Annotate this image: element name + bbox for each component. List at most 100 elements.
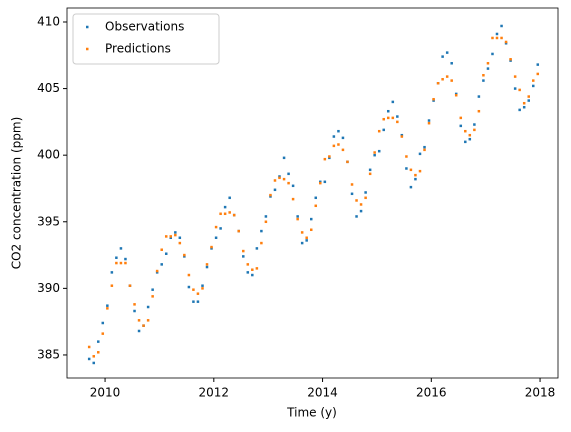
point <box>251 273 254 277</box>
point <box>468 137 472 141</box>
point <box>527 95 530 98</box>
point <box>97 351 100 354</box>
point <box>464 140 467 144</box>
point <box>210 245 213 249</box>
point <box>418 152 422 156</box>
point <box>368 168 372 172</box>
point <box>509 58 512 61</box>
point <box>305 239 308 242</box>
point <box>323 157 327 161</box>
point <box>264 215 268 218</box>
point <box>192 288 195 291</box>
point <box>169 235 172 238</box>
legend-label: Observations <box>105 20 184 34</box>
x-tick-label: 2010 <box>90 386 121 400</box>
point <box>323 180 327 184</box>
point <box>174 233 177 237</box>
x-tick-label: 2016 <box>416 386 447 400</box>
point <box>427 121 431 125</box>
point <box>414 173 417 177</box>
point <box>328 155 331 158</box>
y-axis-label: CO2 concentration (ppm) <box>10 117 24 269</box>
point <box>405 167 408 170</box>
point <box>219 227 222 230</box>
point <box>296 217 299 221</box>
point <box>522 101 526 105</box>
point <box>137 319 141 322</box>
point <box>110 271 114 274</box>
point <box>473 128 476 132</box>
point <box>183 253 186 257</box>
point <box>359 203 363 206</box>
point <box>468 133 472 137</box>
point <box>210 247 213 250</box>
point <box>445 51 449 54</box>
point <box>332 135 336 138</box>
y-tick-label: 395 <box>37 214 60 228</box>
point <box>110 284 114 287</box>
point <box>436 82 440 85</box>
point <box>291 184 295 188</box>
point <box>137 329 141 333</box>
point <box>278 175 281 178</box>
point <box>232 213 236 217</box>
point <box>450 79 453 82</box>
point <box>382 128 385 132</box>
point <box>97 340 100 343</box>
point <box>309 228 313 232</box>
point <box>151 288 154 291</box>
y-tick-label: 390 <box>37 281 60 295</box>
y-tick-label: 410 <box>37 14 60 28</box>
point <box>486 62 490 65</box>
point <box>169 236 172 240</box>
point <box>178 241 182 245</box>
point <box>391 116 395 120</box>
point <box>124 257 127 261</box>
point <box>155 269 159 273</box>
point <box>115 261 118 265</box>
point <box>364 191 367 194</box>
point <box>350 183 354 186</box>
x-tick-label: 2012 <box>199 386 230 400</box>
point <box>219 212 222 216</box>
legend-marker <box>86 25 89 29</box>
point <box>201 287 204 290</box>
point <box>355 215 358 218</box>
point <box>214 236 218 240</box>
point <box>151 295 154 298</box>
point <box>115 256 118 259</box>
x-tick-label: 2018 <box>525 386 556 400</box>
point <box>187 273 191 277</box>
point <box>477 109 481 113</box>
point <box>346 160 349 164</box>
point <box>459 116 463 120</box>
point <box>246 263 250 266</box>
point <box>87 345 91 349</box>
point <box>536 72 540 76</box>
point <box>300 231 304 234</box>
point <box>536 63 540 66</box>
point <box>373 153 376 157</box>
point <box>142 324 145 327</box>
point <box>386 109 390 113</box>
point <box>377 149 381 153</box>
point <box>405 155 408 158</box>
point <box>337 143 340 146</box>
point <box>251 268 254 271</box>
point <box>319 181 322 185</box>
point <box>242 255 245 258</box>
point <box>255 247 259 250</box>
point <box>532 79 535 82</box>
point <box>445 75 449 78</box>
point <box>273 179 277 182</box>
point <box>513 75 517 78</box>
y-tick-label: 400 <box>37 148 60 162</box>
point <box>128 284 132 287</box>
point <box>427 119 431 122</box>
point <box>454 92 458 96</box>
point <box>269 193 272 197</box>
point <box>174 231 177 234</box>
point <box>328 156 331 160</box>
point <box>500 36 503 40</box>
